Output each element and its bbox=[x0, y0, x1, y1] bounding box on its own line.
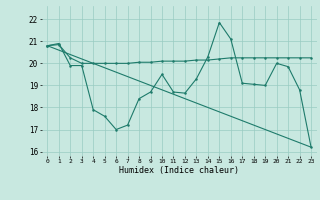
X-axis label: Humidex (Indice chaleur): Humidex (Indice chaleur) bbox=[119, 166, 239, 175]
